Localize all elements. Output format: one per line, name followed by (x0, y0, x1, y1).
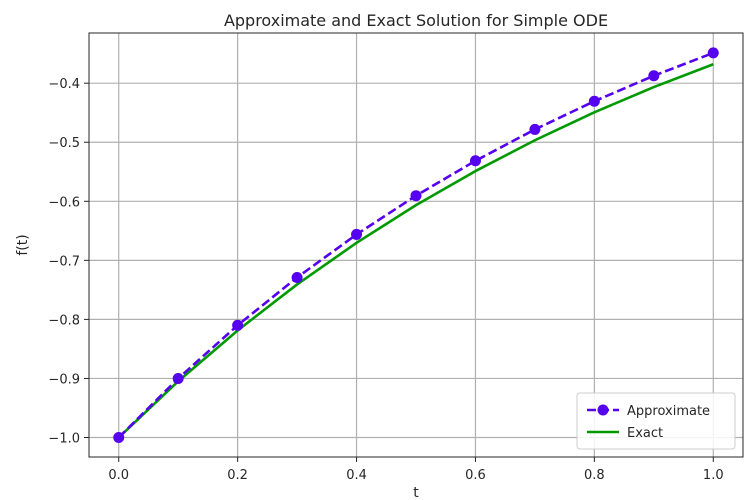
y-axis-ticks: −1.0 −0.9 −0.8 −0.7 −0.6 −0.5 −0.4 (48, 77, 89, 447)
data-point (232, 319, 244, 331)
data-point (588, 95, 600, 107)
series-line-exact (117, 63, 714, 439)
legend-marker (597, 404, 609, 416)
data-point (529, 123, 541, 135)
y-tick-label: −1.0 (48, 432, 80, 447)
data-point (172, 372, 184, 384)
plot-frame (88, 32, 744, 458)
x-tick-label: 0.8 (584, 468, 605, 483)
x-axis-ticks: 0.0 0.2 0.4 0.6 0.8 1.0 (108, 457, 724, 483)
y-tick-label: −0.8 (48, 313, 80, 328)
chart-title: Approximate and Exact Solution for Simpl… (224, 11, 608, 30)
series-line-approximate (117, 51, 714, 439)
data-point (469, 155, 481, 167)
y-tick-label: −0.4 (48, 77, 80, 92)
data-point (410, 190, 422, 202)
y-tick-label: −0.9 (48, 372, 80, 387)
x-tick-label: 0.4 (346, 468, 367, 483)
data-point (113, 432, 125, 444)
data-point (351, 228, 363, 240)
x-tick-label: 0.2 (227, 468, 248, 483)
data-point (648, 70, 660, 82)
legend: Approximate Exact (576, 392, 736, 450)
y-tick-label: −0.6 (48, 195, 80, 210)
x-tick-label: 0.6 (465, 468, 486, 483)
y-axis-label: f(t) (15, 234, 31, 255)
x-tick-label: 1.0 (703, 468, 724, 483)
series-layer (113, 47, 719, 444)
legend-box (576, 392, 736, 450)
x-axis-label: t (413, 485, 419, 500)
legend-label: Exact (627, 426, 663, 441)
x-tick-label: 0.0 (108, 468, 129, 483)
legend-label: Approximate (627, 404, 710, 419)
data-point (707, 47, 719, 59)
y-tick-label: −0.5 (48, 136, 80, 151)
y-tick-label: −0.7 (48, 254, 80, 269)
data-point (291, 271, 303, 283)
